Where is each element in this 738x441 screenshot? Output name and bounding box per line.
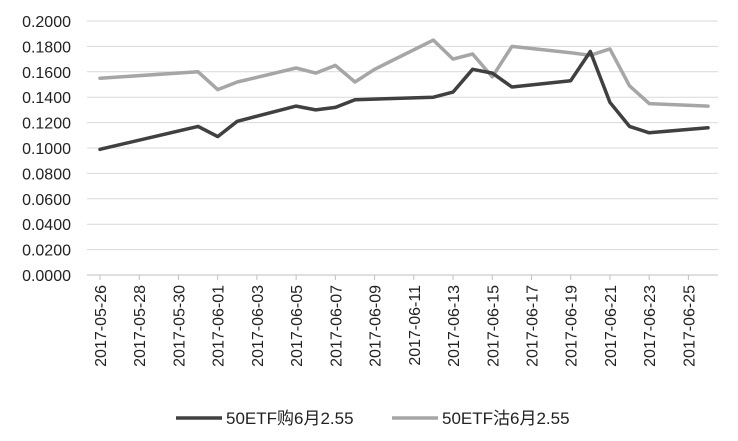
y-tick-label: 0.0800 [22,166,71,183]
y-tick-label: 0.1200 [22,116,71,133]
x-tick-label: 2017-06-13 [446,285,463,367]
x-tick-label: 2017-05-26 [93,285,110,367]
x-tick-label: 2017-06-11 [407,285,424,366]
legend-label-1: 50ETF购6月2.55 [226,409,354,428]
y-tick-label: 0.0600 [22,192,71,209]
x-tick-label: 2017-06-07 [328,285,345,367]
series-line-1 [98,49,710,152]
y-tick-label: 0.2000 [22,14,71,31]
y-tick-label: 0.1000 [22,141,71,158]
y-tick-label: 0.1800 [22,39,71,56]
y-tick-label: 0.1400 [22,90,71,107]
x-tick-label: 2017-06-17 [524,285,541,367]
series-layer [98,38,710,152]
y-tick-label: 0.1600 [22,65,71,82]
series-line-2 [98,38,710,108]
y-tick-label: 0.0200 [22,243,71,260]
y-tick-label: 0.0400 [22,217,71,234]
legend: 50ETF购6月2.55 50ETF沽6月2.55 [176,409,570,428]
x-tick-label: 2017-06-09 [368,285,385,367]
x-tick-label: 2017-05-28 [132,285,149,367]
axis-layer: 0.0000 0.0200 0.0400 0.0600 0.0800 0.1000 0.12… [22,14,718,367]
x-tick-label: 2017-06-19 [564,285,581,367]
legend-label-2: 50ETF沽6月2.55 [442,409,570,428]
x-tick-label: 2017-06-21 [603,285,620,367]
grid-layer [87,20,718,251]
x-tick-label: 2017-06-05 [289,285,306,367]
x-tick-label: 2017-06-03 [250,285,267,367]
x-tick-label: 2017-06-01 [211,285,228,367]
x-tick-label: 2017-06-25 [681,285,698,367]
x-tick-label: 2017-06-15 [485,285,502,367]
x-tick-label: 2017-06-23 [642,285,659,367]
x-tick-label: 2017-05-30 [171,285,188,367]
y-tick-label: 0.0000 [22,268,71,285]
